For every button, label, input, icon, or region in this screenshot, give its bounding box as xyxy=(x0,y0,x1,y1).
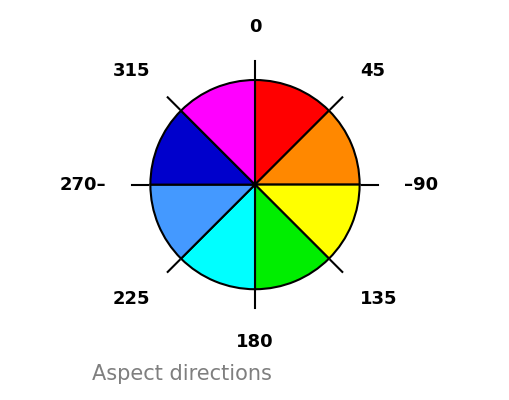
Wedge shape xyxy=(254,185,328,289)
Text: 180: 180 xyxy=(236,333,273,351)
Wedge shape xyxy=(150,185,254,258)
Text: 315: 315 xyxy=(112,62,150,80)
Text: –90: –90 xyxy=(403,176,437,194)
Text: 270–: 270– xyxy=(60,176,106,194)
Text: Aspect directions: Aspect directions xyxy=(92,364,271,384)
Text: 135: 135 xyxy=(359,290,397,308)
Wedge shape xyxy=(254,111,359,185)
Text: 45: 45 xyxy=(359,62,384,80)
Wedge shape xyxy=(254,80,328,185)
Wedge shape xyxy=(181,80,254,185)
Wedge shape xyxy=(254,185,359,258)
Text: 225: 225 xyxy=(112,290,150,308)
Text: 0: 0 xyxy=(248,18,261,36)
Wedge shape xyxy=(181,185,254,289)
Wedge shape xyxy=(150,111,254,185)
